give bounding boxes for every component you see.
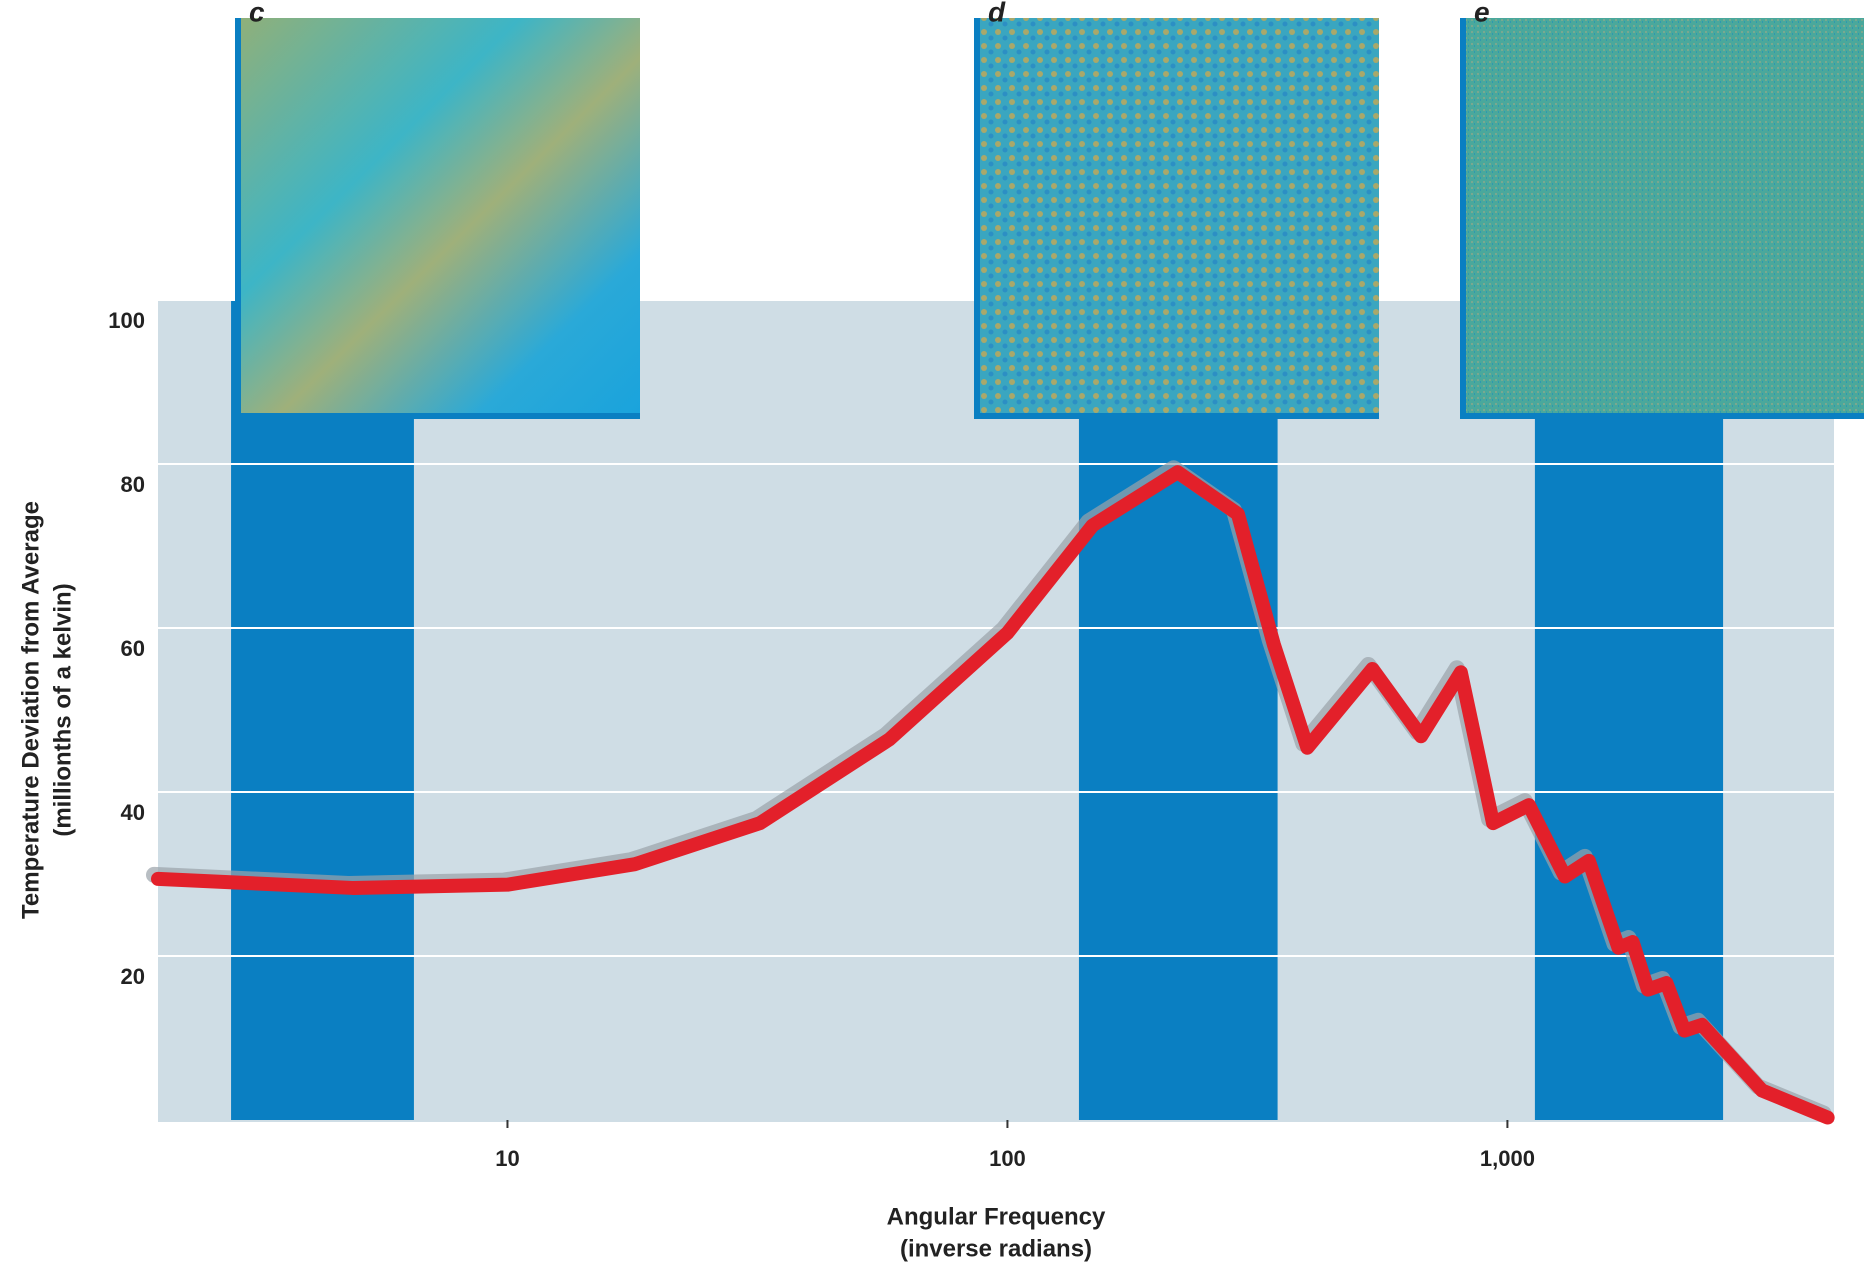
y-tick-label: 100: [108, 308, 145, 333]
x-tick-label: 1,000: [1480, 1146, 1535, 1171]
x-axis-title: Angular Frequency: [887, 1203, 1106, 1230]
x-tick-label: 100: [989, 1146, 1026, 1171]
y-tick-label: 60: [121, 636, 145, 661]
data-line: [151, 465, 1835, 1125]
inset-image: [241, 18, 640, 413]
y-tick-label: 40: [121, 800, 145, 825]
inset-image: [980, 18, 1379, 413]
frequency-band: [1078, 300, 1278, 1120]
inset-label: c: [249, 0, 265, 27]
y-tick-label: 20: [121, 964, 145, 989]
y-axis-subtitle: (millionths of a kelvin): [49, 583, 76, 836]
inset-label: d: [988, 0, 1006, 27]
y-tick-label: 80: [121, 472, 145, 497]
y-axis-title: Temperature Deviation from Average: [17, 501, 44, 919]
inset-image: [1466, 18, 1864, 413]
insets: c d e: [235, 0, 1864, 419]
frequency-band: [231, 300, 414, 1120]
inset-label: e: [1474, 0, 1490, 27]
x-tick-label: 10: [495, 1146, 519, 1171]
x-axis-subtitle: (inverse radians): [900, 1235, 1092, 1262]
frequency-band: [1534, 300, 1724, 1120]
